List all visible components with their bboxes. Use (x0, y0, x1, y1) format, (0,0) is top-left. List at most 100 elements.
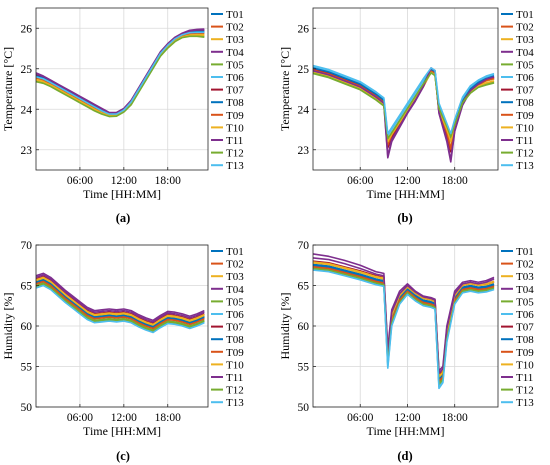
legend-label-T03: T03 (226, 34, 244, 46)
x-tick-label: 12:00 (111, 412, 137, 424)
axes-frame (35, 7, 209, 171)
x-tick-label: 06:00 (347, 175, 373, 187)
series-line-T13 (36, 284, 205, 334)
chart-panel-4: 06:00 12:00 18:00 50 55 60 65 70 Time [HH:MM] Hum… (278, 240, 534, 463)
chart-panel-3: 06:00 12:00 18:00 50 55 60 65 70 Time [HH:MM] Hum… (1, 240, 244, 463)
legend-label-T05: T05 (516, 296, 534, 308)
legend-label-T13: T13 (516, 160, 534, 172)
series-line-T12 (36, 35, 205, 118)
y-tick-label: 23 (21, 145, 33, 157)
series-line-T11 (36, 274, 205, 323)
legend-label-T09: T09 (516, 347, 534, 359)
y-tick-label: 60 (298, 321, 310, 333)
legend-label-T04: T04 (226, 284, 244, 296)
y-tick-label: 60 (21, 321, 33, 333)
chart-panel-2: 06:00 12:00 18:00 23 24 25 26 Time [HH:MM] Tempe… (278, 7, 534, 225)
legend-label-T10: T10 (226, 122, 244, 134)
series-line-T12 (36, 283, 205, 332)
legend-label-T01: T01 (516, 9, 534, 21)
y-tick-label: 25 (298, 64, 310, 76)
legend-label-T11: T11 (516, 372, 533, 384)
legend-label-T06: T06 (226, 309, 244, 321)
legend-label-T03: T03 (226, 271, 244, 283)
legend-label-T06: T06 (516, 309, 534, 321)
y-tick-label: 70 (298, 240, 310, 252)
series-lines (36, 272, 205, 334)
x-axis-label: Time [HH:MM] (367, 424, 445, 438)
panel-caption: (c) (116, 449, 130, 463)
legend-label-T04: T04 (516, 284, 534, 296)
series-lines (36, 28, 205, 118)
series-lines (313, 64, 495, 163)
legend-label-T04: T04 (516, 47, 534, 59)
axes-frame (312, 7, 499, 171)
series-line-T06 (313, 65, 495, 137)
x-tick-label: 12:00 (111, 175, 137, 187)
series-line-T08 (313, 264, 495, 381)
series-line-T13 (36, 31, 205, 115)
legend-label-T13: T13 (516, 397, 534, 409)
plot-area (313, 8, 498, 170)
legend-label-T02: T02 (516, 259, 534, 271)
y-tick-label: 50 (298, 402, 310, 414)
y-tick-label: 65 (21, 281, 33, 293)
series-line-T11 (36, 29, 205, 114)
y-tick-label: 50 (21, 402, 33, 414)
legend-label-T08: T08 (516, 334, 534, 346)
legend-label-T02: T02 (226, 259, 244, 271)
legend-label-T10: T10 (516, 122, 534, 134)
x-axis-label: Time [HH:MM] (83, 187, 161, 201)
legend-label-T12: T12 (226, 148, 244, 160)
legend-label-T03: T03 (516, 271, 534, 283)
legend-label-T05: T05 (226, 296, 244, 308)
y-axis-label: Humidity [%] (278, 293, 292, 360)
y-tick-label: 26 (21, 23, 33, 35)
x-tick-label: 06:00 (67, 412, 93, 424)
series-line-T12 (313, 267, 495, 386)
legend-label-T08: T08 (516, 97, 534, 109)
series-line-T08 (36, 279, 205, 328)
y-tick-label: 70 (21, 240, 33, 252)
legend-label-T06: T06 (226, 72, 244, 84)
x-axis-label: Time [HH:MM] (367, 187, 445, 201)
legend-label-T12: T12 (516, 385, 534, 397)
legend-label-T07: T07 (516, 85, 534, 97)
x-tick-label: 18:00 (442, 412, 468, 424)
legend-label-T10: T10 (516, 359, 534, 371)
y-tick-label: 23 (298, 145, 310, 157)
x-axis-label: Time [HH:MM] (83, 424, 161, 438)
x-tick-label: 06:00 (347, 412, 373, 424)
legend-label-T07: T07 (226, 322, 244, 334)
series-line-T11 (313, 257, 495, 374)
y-tick-label: 24 (298, 104, 310, 116)
chart-panel-1: 06:00 12:00 18:00 23 24 25 26 Time [HH:MM] Tempe… (1, 7, 244, 225)
x-tick-label: 18:00 (155, 175, 181, 187)
y-tick-label: 26 (298, 23, 310, 35)
series-line-T09 (313, 266, 495, 382)
series-line-T13 (313, 64, 495, 135)
legend-label-T01: T01 (516, 246, 534, 258)
legend-label-T01: T01 (226, 9, 244, 21)
y-tick-label: 24 (21, 104, 33, 116)
legend-label-T02: T02 (226, 22, 244, 34)
legend-label-T12: T12 (516, 148, 534, 160)
y-axis-label: Humidity [%] (1, 293, 15, 360)
panel-caption: (b) (397, 211, 412, 225)
legend-label-T12: T12 (226, 385, 244, 397)
y-tick-label: 65 (298, 281, 310, 293)
legend-label-T11: T11 (226, 372, 243, 384)
x-tick-label: 18:00 (442, 175, 468, 187)
y-tick-label: 55 (298, 362, 310, 374)
legend-label-T09: T09 (226, 110, 244, 122)
legend-label-T09: T09 (226, 347, 244, 359)
legend-label-T10: T10 (226, 359, 244, 371)
legend-label-T04: T04 (226, 47, 244, 59)
legend-label-T07: T07 (226, 85, 244, 97)
legend-label-T08: T08 (226, 97, 244, 109)
legend-label-T07: T07 (516, 322, 534, 334)
legend-label-T02: T02 (516, 22, 534, 34)
panel-caption: (a) (116, 211, 131, 225)
series-line-T10 (36, 276, 205, 326)
legend-label-T13: T13 (226, 397, 244, 409)
